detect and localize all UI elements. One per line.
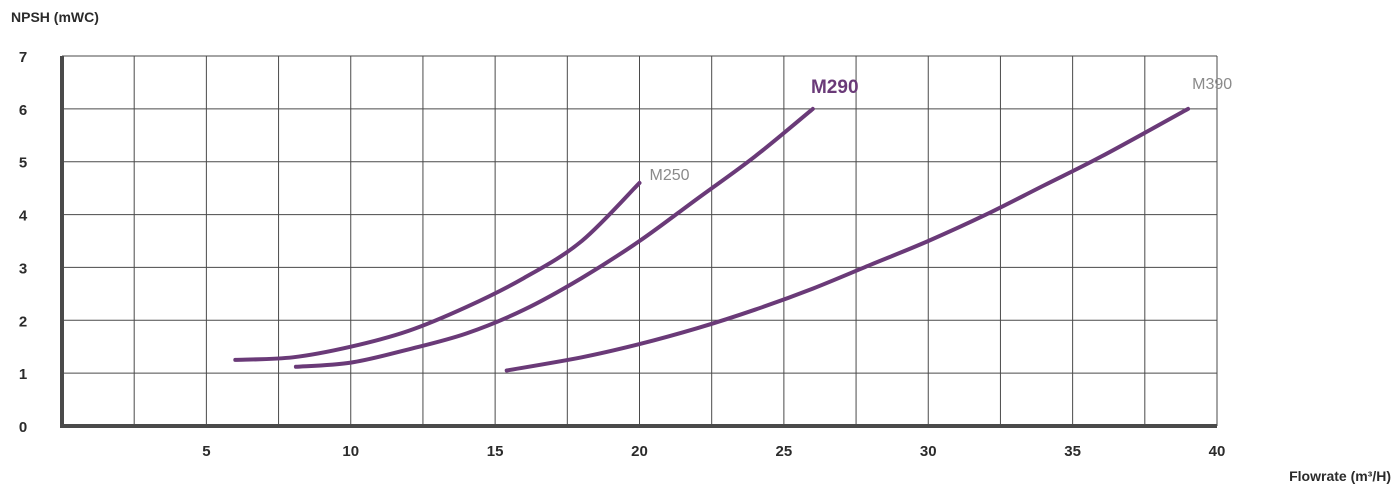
y-tick-label: 2 xyxy=(19,313,27,330)
y-tick-label: 4 xyxy=(19,208,28,225)
x-tick-label: 10 xyxy=(342,443,359,460)
y-axis-title: NPSH (mWC) xyxy=(11,9,99,25)
y-tick-label: 6 xyxy=(19,102,27,119)
x-tick-label: 35 xyxy=(1064,443,1081,460)
x-tick-label: 30 xyxy=(920,443,937,460)
y-tick-label: 5 xyxy=(19,155,27,172)
series-line-m290 xyxy=(293,106,815,369)
y-tick-label: 0 xyxy=(19,419,27,436)
x-tick-label: 15 xyxy=(487,443,504,460)
y-tick-label: 1 xyxy=(19,366,27,383)
x-tick-label: 25 xyxy=(776,443,793,460)
series: M250 M290 M390 xyxy=(233,76,1232,373)
y-tick-label: 7 xyxy=(19,49,27,66)
x-tick-label: 20 xyxy=(631,443,648,460)
series-label-m290: M290 xyxy=(811,77,859,98)
series-label-m250: M250 xyxy=(650,167,690,184)
x-tick-label: 40 xyxy=(1209,443,1226,460)
series-line-m250 xyxy=(233,180,642,362)
series-line-m390 xyxy=(504,106,1191,373)
series-label-m390: M390 xyxy=(1192,76,1232,93)
y-tick-label: 3 xyxy=(19,260,27,277)
x-axis-title: Flowrate (m³/H) xyxy=(1289,468,1391,484)
grid xyxy=(62,55,1218,426)
tick-labels: 0 1 2 3 4 5 6 7 5 10 15 20 25 30 35 40 xyxy=(19,49,1226,460)
axes xyxy=(60,56,1217,428)
x-tick-label: 5 xyxy=(202,443,210,460)
